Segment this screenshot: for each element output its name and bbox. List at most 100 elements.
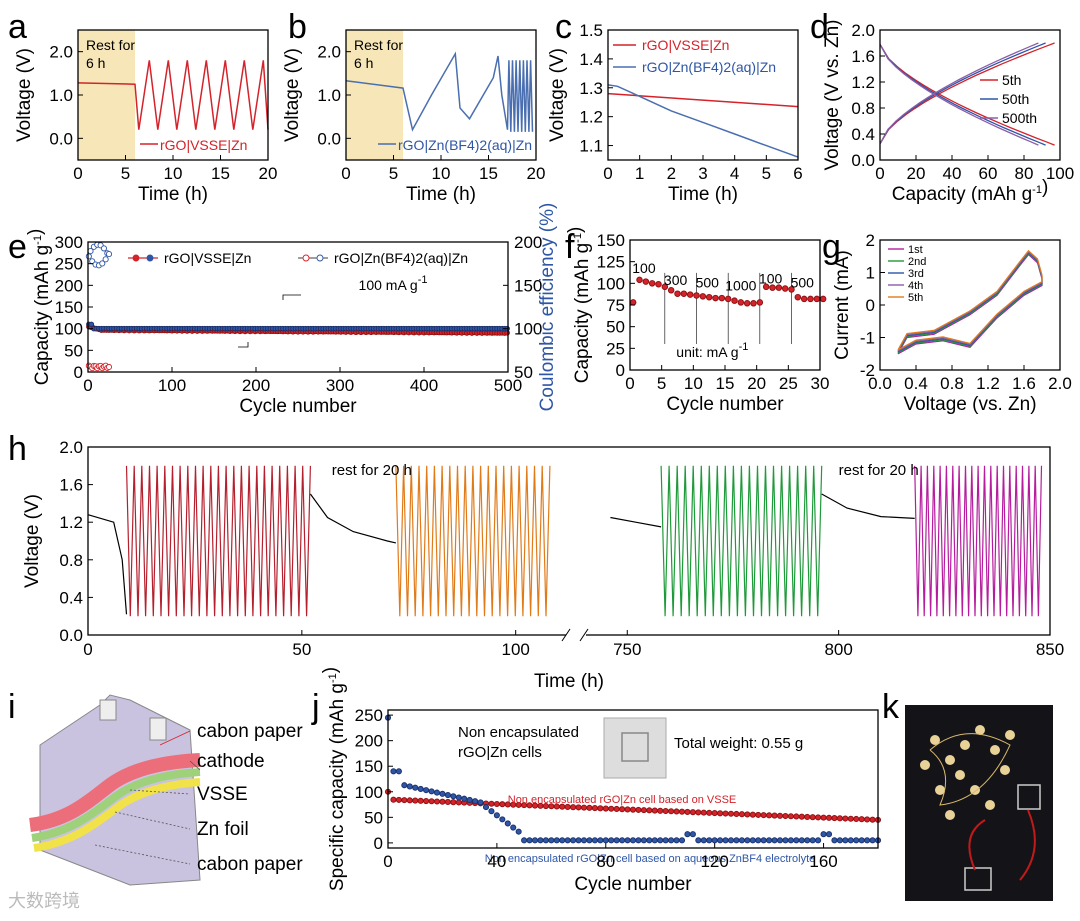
capacity-point-vsse xyxy=(668,808,675,815)
capacity-point xyxy=(788,286,795,293)
x-tick-label: 20 xyxy=(259,164,278,183)
capacity-point-aqueous xyxy=(858,837,865,844)
led-star xyxy=(930,735,940,745)
text-run: ) xyxy=(565,227,586,233)
x-tick-label: 15 xyxy=(479,164,498,183)
rate-label: 500 xyxy=(791,275,815,291)
x-tick-label: 5 xyxy=(121,164,130,183)
capacity-point-aqueous xyxy=(482,804,490,811)
capacity-point-vsse xyxy=(695,809,702,816)
y-tick-label: 100 xyxy=(514,320,542,339)
rate-label: 500 xyxy=(696,275,720,291)
y-tick-label: -2 xyxy=(860,361,875,380)
capacity-point-aqueous xyxy=(853,837,860,844)
x-tick-label: 0.0 xyxy=(868,374,892,393)
capacity-point-aqueous xyxy=(580,837,588,844)
x-axis-label: Capacity (mAh g-1) xyxy=(892,177,1049,205)
capacity-point-vsse xyxy=(858,816,865,823)
y-tick-label: 100 xyxy=(597,274,625,293)
capacity-point xyxy=(648,280,656,287)
capacity-point-vsse xyxy=(412,797,419,804)
capacity-point-vsse xyxy=(439,798,446,805)
y-tick-label: 2.0 xyxy=(851,21,875,40)
rest-annotation: rest for 20 h xyxy=(839,462,919,479)
led-star xyxy=(990,745,1000,755)
y-axis-label: Voltage (V) xyxy=(14,48,35,142)
capacity-point-aqueous xyxy=(553,837,560,844)
x-tick-label: 0 xyxy=(83,376,92,395)
panel-e: 0 100 200 300 400 500050100150200250300501001… xyxy=(25,203,558,417)
text-run: -1 xyxy=(327,673,339,683)
x-tick-label: 6 xyxy=(793,164,802,183)
capacity-point xyxy=(655,280,662,288)
capacity-point xyxy=(667,287,675,294)
text-run: ) xyxy=(25,229,46,235)
capacity-point-vsse xyxy=(825,814,833,821)
rest-label: 6 h xyxy=(354,55,373,71)
y-axis-label: Specific capacity (mAh g-1) xyxy=(320,667,348,891)
y-tick-label: 200 xyxy=(514,233,542,252)
capacity-point xyxy=(693,292,700,299)
x-tick-label: 80 xyxy=(1015,164,1034,183)
leader-line xyxy=(159,730,191,746)
capacity-point-vsse xyxy=(804,813,811,820)
y-axis-label: Voltage (V vs. Zn) xyxy=(822,19,843,170)
capacity-point-vsse xyxy=(640,807,647,814)
unit-label: unit: mA g-1 xyxy=(676,341,748,360)
tab-right xyxy=(149,717,167,741)
x-tick-label: 10 xyxy=(432,164,451,183)
capacity-point-aqueous xyxy=(105,363,113,371)
capacity-point-aqueous xyxy=(738,837,745,844)
capacity-point xyxy=(800,295,808,303)
capacity-point xyxy=(661,283,669,291)
capacity-point-aqueous xyxy=(526,837,533,844)
vsse-layer xyxy=(31,768,201,842)
capacity-point-aqueous xyxy=(678,837,686,844)
capacity-point-vsse xyxy=(831,815,838,822)
capacity-point-vsse xyxy=(847,815,854,822)
capacity-point-aqueous xyxy=(455,794,462,801)
cycle-segment-3 xyxy=(660,465,823,617)
led-wire xyxy=(929,733,1011,806)
capacity-point-vsse xyxy=(820,814,827,821)
capacity-point-vsse xyxy=(401,797,408,804)
legend-label: 500th xyxy=(1002,110,1037,126)
capacity-point-aqueous xyxy=(842,837,849,844)
y-tick-label: 0 xyxy=(374,834,383,853)
x-tick-label: 850 xyxy=(1036,640,1064,659)
rest-segment xyxy=(309,493,397,544)
panel-letter-j: j xyxy=(311,688,320,726)
y-tick-label: 2.0 xyxy=(59,438,83,457)
y-tick-label: 200 xyxy=(55,276,83,295)
panel-d: 5th 50th 500th 0 20 40 60 80 100 0.0 0.4 0.8 1.2 1.6 2… xyxy=(822,19,1074,205)
cell-photo-outline xyxy=(621,732,649,762)
capacity-point xyxy=(750,300,757,307)
y-tick-label: 75 xyxy=(606,296,625,315)
capacity-point-vsse xyxy=(657,807,664,814)
capacity-point-aqueous xyxy=(586,837,593,844)
capacity-point-vsse xyxy=(749,811,756,818)
x-tick-label: 1 xyxy=(635,164,644,183)
capacity-point-vsse xyxy=(646,807,653,814)
capacity-point-aqueous xyxy=(657,837,664,844)
x-tick-label: 300 xyxy=(326,376,354,395)
led-star xyxy=(985,800,995,810)
legend-label: rGO|Zn(BF4)2(aq)|Zn xyxy=(642,59,776,75)
y-tick-label: 250 xyxy=(355,706,383,725)
capacity-point-aqueous xyxy=(575,837,582,844)
text-run: unit: mA g xyxy=(676,344,738,360)
capacity-point-vsse xyxy=(766,812,773,819)
capacity-point-aqueous xyxy=(635,837,642,844)
capacity-point-aqueous xyxy=(689,831,696,838)
panel-letter-i: i xyxy=(8,688,16,726)
series-line-vsse xyxy=(77,60,269,130)
x-tick-label: 500 xyxy=(494,376,522,395)
ce-point-aqueous xyxy=(105,251,113,258)
discharge-curve-500th xyxy=(879,43,1039,146)
capacity-point-aqueous xyxy=(624,837,631,844)
y-tick-label: 100 xyxy=(55,320,83,339)
capacity-point-aqueous xyxy=(395,768,402,775)
capacity-point xyxy=(642,278,650,285)
y-tick-label: 100 xyxy=(355,783,383,802)
component-label: cabon paper xyxy=(197,854,303,875)
